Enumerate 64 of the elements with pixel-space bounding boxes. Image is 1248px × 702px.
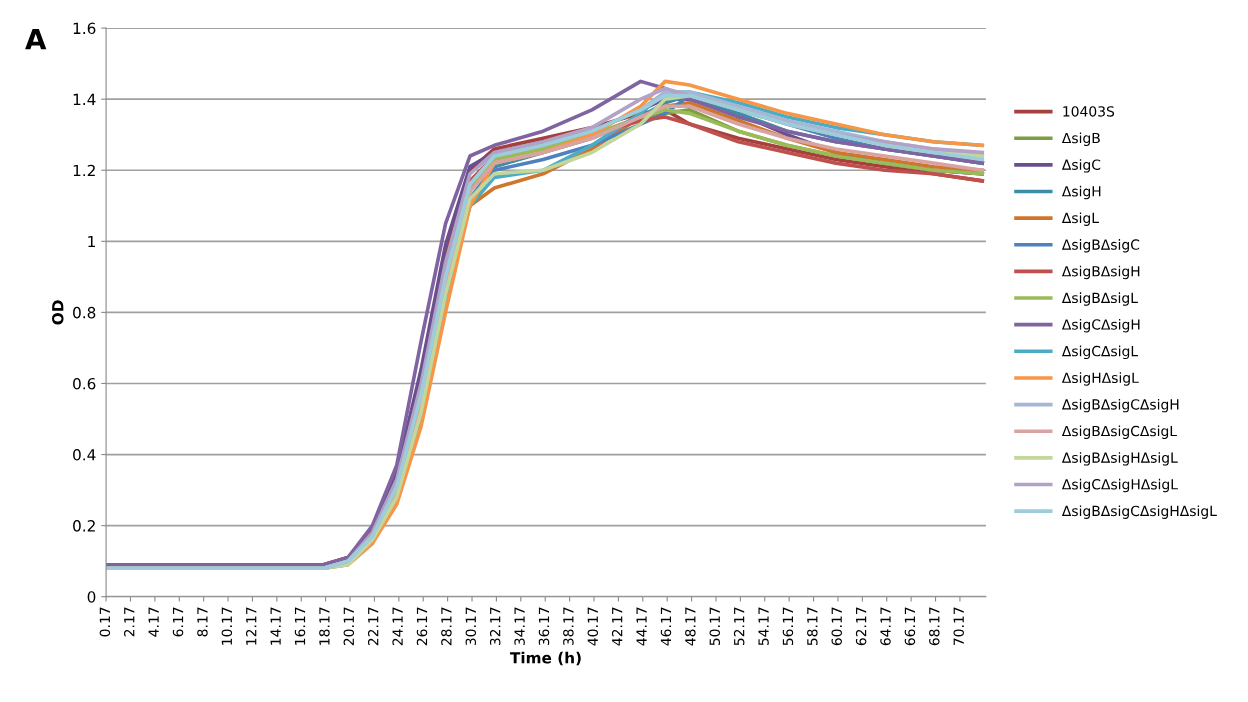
x-tick-label: 22.17 — [367, 607, 379, 646]
chart-title: A — [25, 28, 47, 50]
y-tick-label: 0.6 — [73, 377, 96, 390]
legend-label: ΔsigC — [1061, 159, 1101, 173]
y-tick-label: 0.2 — [73, 520, 95, 532]
legend-label: ΔsigCΔsigL — [1061, 345, 1139, 360]
legend-label: ΔsigCΔsigHΔsigL — [1061, 478, 1178, 493]
legend-label: ΔsigBΔsigC — [1061, 239, 1140, 253]
legend-label: ΔsigCΔsigH — [1061, 318, 1140, 333]
x-tick-label: 14.17 — [270, 607, 281, 645]
legend-label: ΔsigBΔsigH — [1061, 265, 1140, 280]
x-tick-label: 10.17 — [221, 607, 233, 645]
x-tick-label: 16.17 — [294, 607, 306, 645]
y-tick-label: 0.8 — [73, 306, 96, 319]
x-tick-label: 18.17 — [319, 607, 330, 645]
y-tick-label: 1.2 — [73, 164, 95, 177]
legend-label: ΔsigBΔsigCΔsigHΔsigL — [1061, 505, 1217, 519]
legend-label: ΔsigL — [1061, 212, 1099, 226]
x-tick-label: 52.17 — [733, 607, 745, 646]
x-tick-label: 44.17 — [636, 607, 647, 646]
x-tick-label: 56.17 — [782, 607, 794, 646]
x-tick-label: 48.17 — [685, 607, 696, 646]
legend-label: ΔsigHΔsigL — [1061, 372, 1139, 386]
x-tick-label: 20.17 — [343, 607, 355, 646]
x-tick-label: 6.17 — [172, 607, 184, 637]
x-tick-label: 0.17 — [99, 607, 111, 637]
x-tick-label: 64.17 — [880, 607, 891, 646]
x-tick-label: 62.17 — [855, 607, 867, 646]
x-tick-label: 60.17 — [831, 607, 842, 646]
x-tick-label: 2.17 — [124, 607, 135, 637]
x-tick-label: 26.17 — [416, 607, 428, 646]
y-tick-label: 1.4 — [73, 93, 96, 105]
x-tick-label: 8.17 — [197, 607, 208, 637]
x-tick-label: 28.17 — [441, 607, 452, 646]
x-tick-label: 70.17 — [953, 607, 964, 646]
x-tick-label: 66.17 — [904, 607, 916, 646]
x-tick-label: 38.17 — [563, 607, 574, 646]
y-tick-label: 0 — [87, 591, 96, 603]
legend-label: ΔsigH — [1061, 185, 1101, 200]
legend-label: ΔsigBΔsigCΔsigL — [1061, 425, 1177, 439]
x-tick-label: 36.17 — [538, 607, 550, 646]
y-tick-label: 1.6 — [73, 22, 96, 35]
x-tick-label: 50.17 — [709, 607, 721, 646]
x-tick-label: 58.17 — [807, 607, 818, 646]
x-tick-label: 34.17 — [514, 607, 525, 646]
x-tick-label: 30.17 — [465, 607, 477, 646]
x-tick-label: 54.17 — [758, 607, 769, 646]
y-tick-label: 1 — [88, 235, 95, 248]
x-tick-label: 24.17 — [392, 607, 403, 646]
x-tick-label: 46.17 — [660, 607, 672, 646]
x-tick-label: 12.17 — [245, 607, 257, 645]
legend-label: ΔsigB — [1061, 132, 1100, 146]
x-axis-title: Time (h) — [510, 651, 581, 666]
x-tick-label: 4.17 — [148, 607, 159, 637]
legend-label: ΔsigBΔsigL — [1061, 292, 1138, 306]
y-tick-label: 0.4 — [73, 449, 96, 461]
legend-label: ΔsigBΔsigCΔsigH — [1061, 398, 1179, 413]
legend-label: ΔsigBΔsigHΔsigL — [1061, 452, 1178, 466]
x-tick-label: 40.17 — [587, 607, 599, 646]
x-tick-label: 42.17 — [611, 607, 623, 646]
x-tick-label: 32.17 — [489, 607, 501, 646]
x-tick-label: 68.17 — [929, 607, 940, 646]
y-axis-title: OD — [51, 300, 64, 325]
legend-label: 10403S — [1063, 106, 1115, 117]
